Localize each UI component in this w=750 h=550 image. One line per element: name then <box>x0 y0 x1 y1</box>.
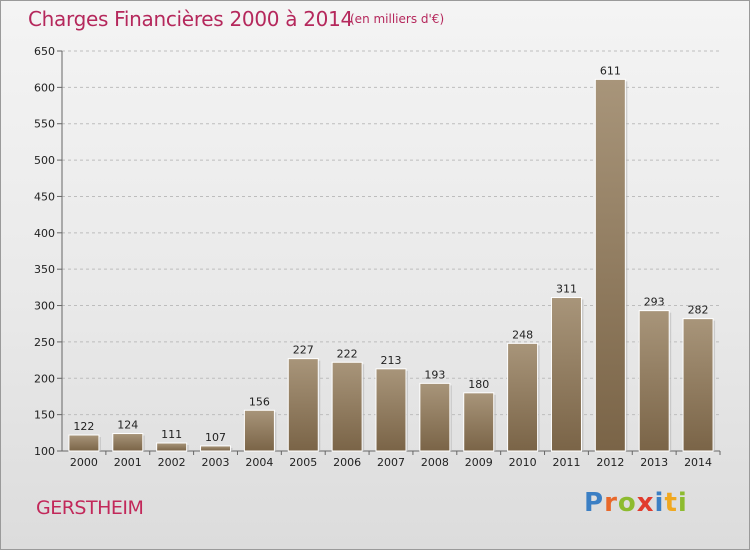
bar-value-label: 193 <box>424 368 445 381</box>
bar-value-label: 124 <box>117 419 138 432</box>
x-tick-label: 2005 <box>289 456 317 469</box>
logo-letter: x <box>636 488 655 518</box>
bar-group: 122 <box>68 420 101 452</box>
y-tick-label: 300 <box>34 300 55 313</box>
x-tick-label: 2008 <box>421 456 449 469</box>
bar-group: 248 <box>507 328 540 452</box>
y-tick-label: 350 <box>34 263 55 276</box>
bar <box>682 318 714 452</box>
bar-value-label: 156 <box>249 395 270 408</box>
logo-letter: r <box>604 488 618 518</box>
bar-value-label: 222 <box>337 347 358 360</box>
bar <box>594 78 626 452</box>
x-tick-label: 2013 <box>640 456 668 469</box>
x-tick-label: 2001 <box>114 456 142 469</box>
x-tick-label: 2000 <box>70 456 98 469</box>
x-tick-label: 2014 <box>684 456 712 469</box>
bar-value-label: 122 <box>73 420 94 433</box>
bar-group: 107 <box>200 431 233 452</box>
y-tick-label: 450 <box>34 190 55 203</box>
bar <box>331 361 363 452</box>
bar <box>287 358 319 452</box>
bar-value-label: 107 <box>205 431 226 444</box>
y-tick-label: 550 <box>34 118 55 131</box>
x-tick-label: 2006 <box>333 456 361 469</box>
y-tick-label: 250 <box>34 336 55 349</box>
bar <box>68 434 100 452</box>
bar-group: 180 <box>463 378 496 452</box>
logo-letter: P <box>584 488 605 518</box>
bar-value-label: 180 <box>468 378 489 391</box>
bar-value-label: 293 <box>644 296 665 309</box>
bar <box>112 433 144 452</box>
town-name: GERSTHEIM <box>36 497 144 519</box>
bar <box>463 392 495 452</box>
bar-group: 227 <box>287 344 321 452</box>
bar <box>638 310 670 452</box>
bar-group: 193 <box>419 368 452 452</box>
bar <box>243 409 275 452</box>
bar-value-label: 111 <box>161 428 182 441</box>
logo-letter: i <box>677 488 688 518</box>
logo-letter: t <box>664 488 678 518</box>
y-tick-label: 400 <box>34 227 55 240</box>
x-tick-label: 2004 <box>245 456 273 469</box>
y-tick-label: 650 <box>34 45 55 58</box>
bar-value-label: 311 <box>556 283 577 296</box>
bar <box>200 445 232 452</box>
chart-title: Charges Financières 2000 à 2014 <box>28 7 353 31</box>
x-tick-label: 2011 <box>552 456 580 469</box>
bar-value-label: 227 <box>293 344 314 357</box>
logo-letter: i <box>654 488 665 518</box>
bar-group: 293 <box>638 296 672 452</box>
bar <box>550 297 582 452</box>
bar-group: 282 <box>682 304 716 452</box>
x-tick-label: 2010 <box>509 456 537 469</box>
bar-group: 124 <box>112 419 145 452</box>
bar-value-label: 213 <box>381 354 402 367</box>
x-tick-label: 2007 <box>377 456 405 469</box>
chart-subtitle: (en milliers d'€) <box>350 12 445 26</box>
proxiti-logo: Proxiti <box>584 488 688 518</box>
bar <box>375 368 407 452</box>
bar-group: 311 <box>550 283 584 452</box>
bar <box>419 382 451 452</box>
bar-value-label: 282 <box>688 304 709 317</box>
bar-group: 156 <box>243 395 277 452</box>
bar-value-label: 248 <box>512 328 533 341</box>
y-tick-label: 200 <box>34 372 55 385</box>
x-tick-label: 2009 <box>465 456 493 469</box>
bar-value-label: 611 <box>600 64 621 77</box>
bar-group: 222 <box>331 347 365 452</box>
bar <box>507 342 539 452</box>
x-tick-label: 2002 <box>158 456 186 469</box>
y-tick-label: 500 <box>34 154 55 167</box>
bar <box>156 442 188 452</box>
x-tick-label: 2003 <box>202 456 230 469</box>
y-tick-label: 600 <box>34 81 55 94</box>
y-tick-label: 150 <box>34 409 55 422</box>
bar-group: 611 <box>594 64 628 452</box>
logo-letter: o <box>617 488 637 518</box>
x-tick-label: 2012 <box>596 456 624 469</box>
bar-group: 111 <box>156 428 189 452</box>
y-tick-label: 100 <box>34 445 55 458</box>
bar-group: 213 <box>375 354 408 452</box>
